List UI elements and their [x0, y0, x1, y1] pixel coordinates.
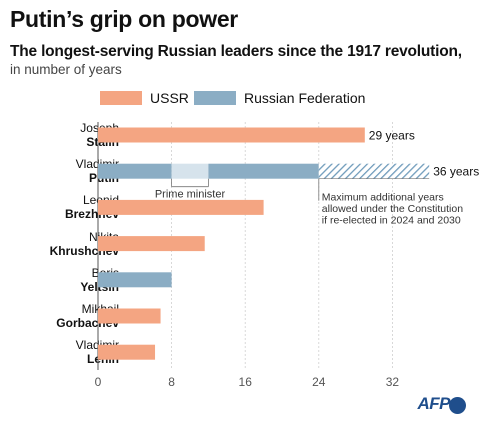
- x-tick-label: 0: [95, 375, 102, 389]
- bar-lenin-ussr: [98, 344, 156, 360]
- chart-subtitle: The longest-serving Russian leaders sinc…: [10, 43, 462, 60]
- bar-putin-pm: [171, 163, 209, 179]
- legend-ussr: USSR: [100, 90, 189, 106]
- chart-title: Putin’s grip on power: [10, 6, 238, 32]
- legend-ussr-swatch: [100, 91, 142, 105]
- bar-putin-federation: [208, 163, 319, 179]
- bar-value-label: 36 years: [433, 165, 479, 179]
- bar-yeltsin-federation: [98, 272, 172, 288]
- annotations: 29 years 36 years Prime minister Maximum ad…: [155, 129, 479, 227]
- legend-ussr-label: USSR: [150, 90, 189, 106]
- constitution-note-line: if re-elected in 2024 and 2030: [322, 215, 461, 227]
- x-tick-label: 32: [386, 375, 400, 389]
- x-tick-label: 8: [168, 375, 175, 389]
- afp-logo-text: AFP: [417, 394, 451, 413]
- bars: [98, 127, 430, 360]
- bar-brezhnev-ussr: [98, 199, 264, 215]
- bar-value-label: 29 years: [369, 129, 415, 143]
- bar-putin-federation: [98, 163, 172, 179]
- bar-gorbachev-ussr: [98, 308, 161, 324]
- x-axis-ticks: 0 8 16 24 32: [95, 375, 400, 389]
- x-tick-label: 24: [312, 375, 326, 389]
- prime-minister-label: Prime minister: [155, 189, 226, 201]
- afp-logo-dot-icon: [449, 397, 466, 414]
- chart-unit: in number of years: [10, 62, 122, 77]
- legend-federation-swatch: [194, 91, 236, 105]
- bar-stalin-ussr: [98, 127, 365, 143]
- bar-putin-hatch: [318, 163, 430, 179]
- legend-federation: Russian Federation: [194, 90, 365, 106]
- bar-khrushchev-ussr: [98, 236, 205, 252]
- legend-federation-label: Russian Federation: [244, 90, 366, 106]
- constitution-note-line: allowed under the Constitution: [322, 203, 463, 215]
- x-tick-label: 16: [239, 375, 253, 389]
- constitution-note-line: Maximum additional years: [322, 192, 444, 204]
